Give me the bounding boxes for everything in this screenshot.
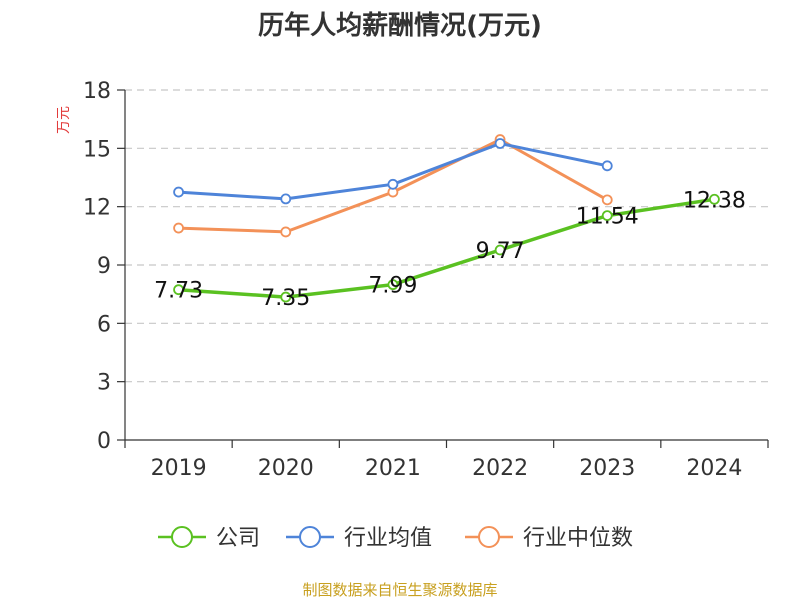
data-point bbox=[494, 244, 506, 256]
series-lines bbox=[173, 134, 720, 303]
data-label: 7.35 bbox=[261, 286, 310, 311]
legend-item-2[interactable]: 行业中位数 bbox=[465, 526, 633, 551]
x-tick-label: 2024 bbox=[686, 456, 742, 481]
y-tick-label: 15 bbox=[83, 137, 111, 162]
legend-label: 行业中位数 bbox=[523, 526, 633, 551]
y-tick-label: 12 bbox=[83, 196, 111, 221]
data-point bbox=[280, 193, 292, 205]
data-point bbox=[601, 160, 613, 172]
x-tick-label: 2019 bbox=[151, 456, 207, 481]
y-tick-label: 0 bbox=[97, 429, 111, 454]
legend-label: 行业均值 bbox=[344, 526, 432, 551]
legend[interactable]: 公司 行业均值 行业中位数 bbox=[158, 526, 633, 551]
axes: 0 3 6 9 12 15 18 2019 2020 2021 2022 2023 2024 bbox=[83, 79, 769, 481]
source-note: 制图数据来自恒生聚源数据库 bbox=[302, 581, 497, 599]
data-point bbox=[601, 194, 613, 206]
data-label: 9.77 bbox=[476, 239, 525, 264]
data-point bbox=[494, 138, 506, 149]
data-point bbox=[280, 226, 292, 238]
data-label: 11.54 bbox=[576, 205, 639, 230]
data-label: 7.73 bbox=[154, 279, 203, 304]
legend-marker bbox=[299, 526, 321, 548]
y-axis-label: 万元 bbox=[56, 106, 72, 134]
data-point bbox=[280, 291, 292, 303]
data-point bbox=[173, 222, 184, 234]
data-point bbox=[387, 279, 399, 291]
legend-marker bbox=[171, 526, 193, 548]
data-label: 7.99 bbox=[368, 274, 417, 299]
legend-label: 公司 bbox=[216, 526, 260, 551]
y-tick-label: 6 bbox=[97, 312, 111, 337]
data-point bbox=[387, 178, 399, 190]
y-tick-label: 3 bbox=[97, 371, 111, 396]
data-point bbox=[173, 186, 184, 198]
legend-marker bbox=[478, 526, 500, 548]
legend-item-1[interactable]: 行业均值 bbox=[286, 526, 432, 551]
legend-item-0[interactable]: 公司 bbox=[158, 526, 260, 551]
data-point bbox=[173, 284, 184, 296]
x-tick-label: 2023 bbox=[579, 456, 635, 481]
grid-lines bbox=[125, 89, 768, 383]
x-tick-label: 2020 bbox=[258, 456, 314, 481]
y-tick-label: 9 bbox=[97, 254, 111, 279]
series-line-0 bbox=[178, 197, 715, 299]
x-tick-label: 2022 bbox=[472, 456, 528, 481]
y-tick-label: 18 bbox=[83, 79, 111, 104]
data-label: 12.38 bbox=[683, 188, 746, 213]
data-point bbox=[601, 210, 613, 222]
chart-title: 历年人均薪酬情况(万元) bbox=[258, 10, 542, 41]
x-tick-label: 2021 bbox=[365, 456, 421, 481]
data-labels: 7.73 7.35 7.99 9.77 11.54 12.38 bbox=[154, 188, 746, 311]
data-point bbox=[709, 193, 720, 205]
